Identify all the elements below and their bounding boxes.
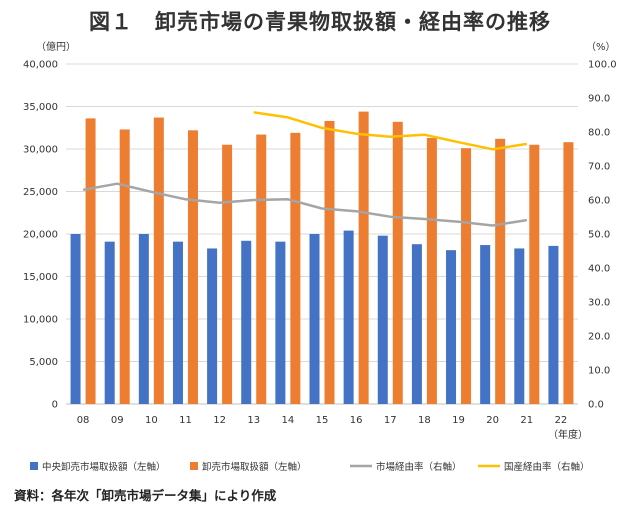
bar-wholesale-market — [324, 120, 335, 404]
right-tick-label: 20.0 — [588, 332, 610, 343]
source-note: 資料：各年次「卸売市場データ集」により作成 — [14, 488, 277, 503]
left-tick-label: 5,000 — [29, 357, 58, 368]
bar-wholesale-market — [290, 132, 301, 404]
right-tick-label: 90.0 — [588, 94, 610, 105]
right-tick-label: 60.0 — [588, 196, 610, 207]
bar-central-market — [446, 250, 457, 404]
x-tick-label: 16 — [350, 415, 363, 426]
bar-wholesale-market — [187, 130, 198, 405]
right-tick-label: 30.0 — [588, 298, 610, 309]
x-tick-label: 13 — [247, 415, 260, 426]
bar-wholesale-market — [153, 117, 164, 405]
bar-wholesale-market — [426, 137, 437, 404]
bar-central-market — [275, 241, 286, 404]
x-tick-label: 14 — [281, 415, 294, 426]
x-tick-label: 17 — [384, 415, 397, 426]
right-tick-label: 40.0 — [588, 264, 610, 275]
left-tick-label: 20,000 — [23, 230, 58, 241]
bar-central-market — [411, 244, 422, 404]
bar-central-market — [343, 230, 354, 404]
x-tick-label: 09 — [111, 415, 124, 426]
left-axis-unit: （億円） — [36, 40, 76, 53]
line-market-rate — [82, 182, 527, 227]
right-axis-unit: （%） — [586, 41, 616, 53]
bar-central-market — [104, 241, 115, 404]
bar-central-market — [548, 245, 559, 404]
x-tick-label: 11 — [179, 415, 192, 426]
x-tick-label: 21 — [520, 415, 533, 426]
bar-central-market — [241, 240, 252, 404]
legend-label: 中央卸売市場取扱額（左軸） — [42, 461, 166, 473]
legend-swatch — [190, 462, 198, 470]
x-tick-label: 10 — [145, 415, 158, 426]
x-tick-label: 19 — [452, 415, 465, 426]
left-tick-label: 30,000 — [23, 145, 58, 156]
x-tick-label: 20 — [486, 415, 499, 426]
right-tick-label: 0.0 — [588, 400, 604, 411]
line-domestic-rate — [253, 111, 527, 151]
bar-wholesale-market — [461, 148, 472, 404]
bar-wholesale-market — [495, 138, 506, 405]
bar-central-market — [172, 241, 183, 404]
bar-central-market — [207, 248, 218, 404]
x-tick-label: 12 — [213, 415, 226, 426]
legend-label: 国産経由率（右軸） — [504, 461, 590, 473]
x-axis-unit: （年度） — [548, 428, 588, 441]
x-tick-label: 22 — [555, 415, 568, 426]
legend-swatch — [30, 462, 38, 470]
legend-label: 市場経由率（右軸） — [376, 461, 462, 473]
right-tick-label: 10.0 — [588, 366, 610, 377]
bar-central-market — [514, 248, 525, 404]
x-tick-label: 15 — [316, 415, 329, 426]
bar-wholesale-market — [256, 134, 267, 405]
right-tick-label: 70.0 — [588, 162, 610, 173]
bar-wholesale-market — [85, 118, 96, 405]
left-tick-label: 15,000 — [23, 272, 58, 283]
bar-central-market — [70, 234, 81, 404]
bar-central-market — [377, 235, 388, 404]
left-tick-label: 35,000 — [23, 102, 58, 113]
right-tick-label: 50.0 — [588, 230, 610, 241]
left-tick-label: 40,000 — [23, 60, 58, 71]
x-tick-label: 18 — [418, 415, 431, 426]
right-tick-label: 100.0 — [588, 60, 617, 71]
bar-wholesale-market — [529, 144, 540, 404]
bar-central-market — [480, 245, 491, 404]
left-tick-label: 10,000 — [23, 315, 58, 326]
legend-label: 卸売市場取扱額（左軸） — [202, 461, 307, 473]
bar-wholesale-market — [119, 129, 130, 404]
x-tick-label: 08 — [77, 415, 90, 426]
bar-central-market — [309, 234, 320, 404]
bar-wholesale-market — [563, 142, 574, 404]
left-tick-label: 25,000 — [23, 187, 58, 198]
chart-title: 図１ 卸売市場の青果物取扱額・経由率の推移 — [89, 10, 551, 34]
bar-wholesale-market — [222, 144, 233, 404]
bar-wholesale-market — [392, 121, 403, 405]
bar-central-market — [138, 234, 149, 404]
left-tick-label: 0 — [52, 400, 58, 411]
bar-wholesale-market — [358, 111, 369, 404]
right-tick-label: 80.0 — [588, 128, 610, 139]
